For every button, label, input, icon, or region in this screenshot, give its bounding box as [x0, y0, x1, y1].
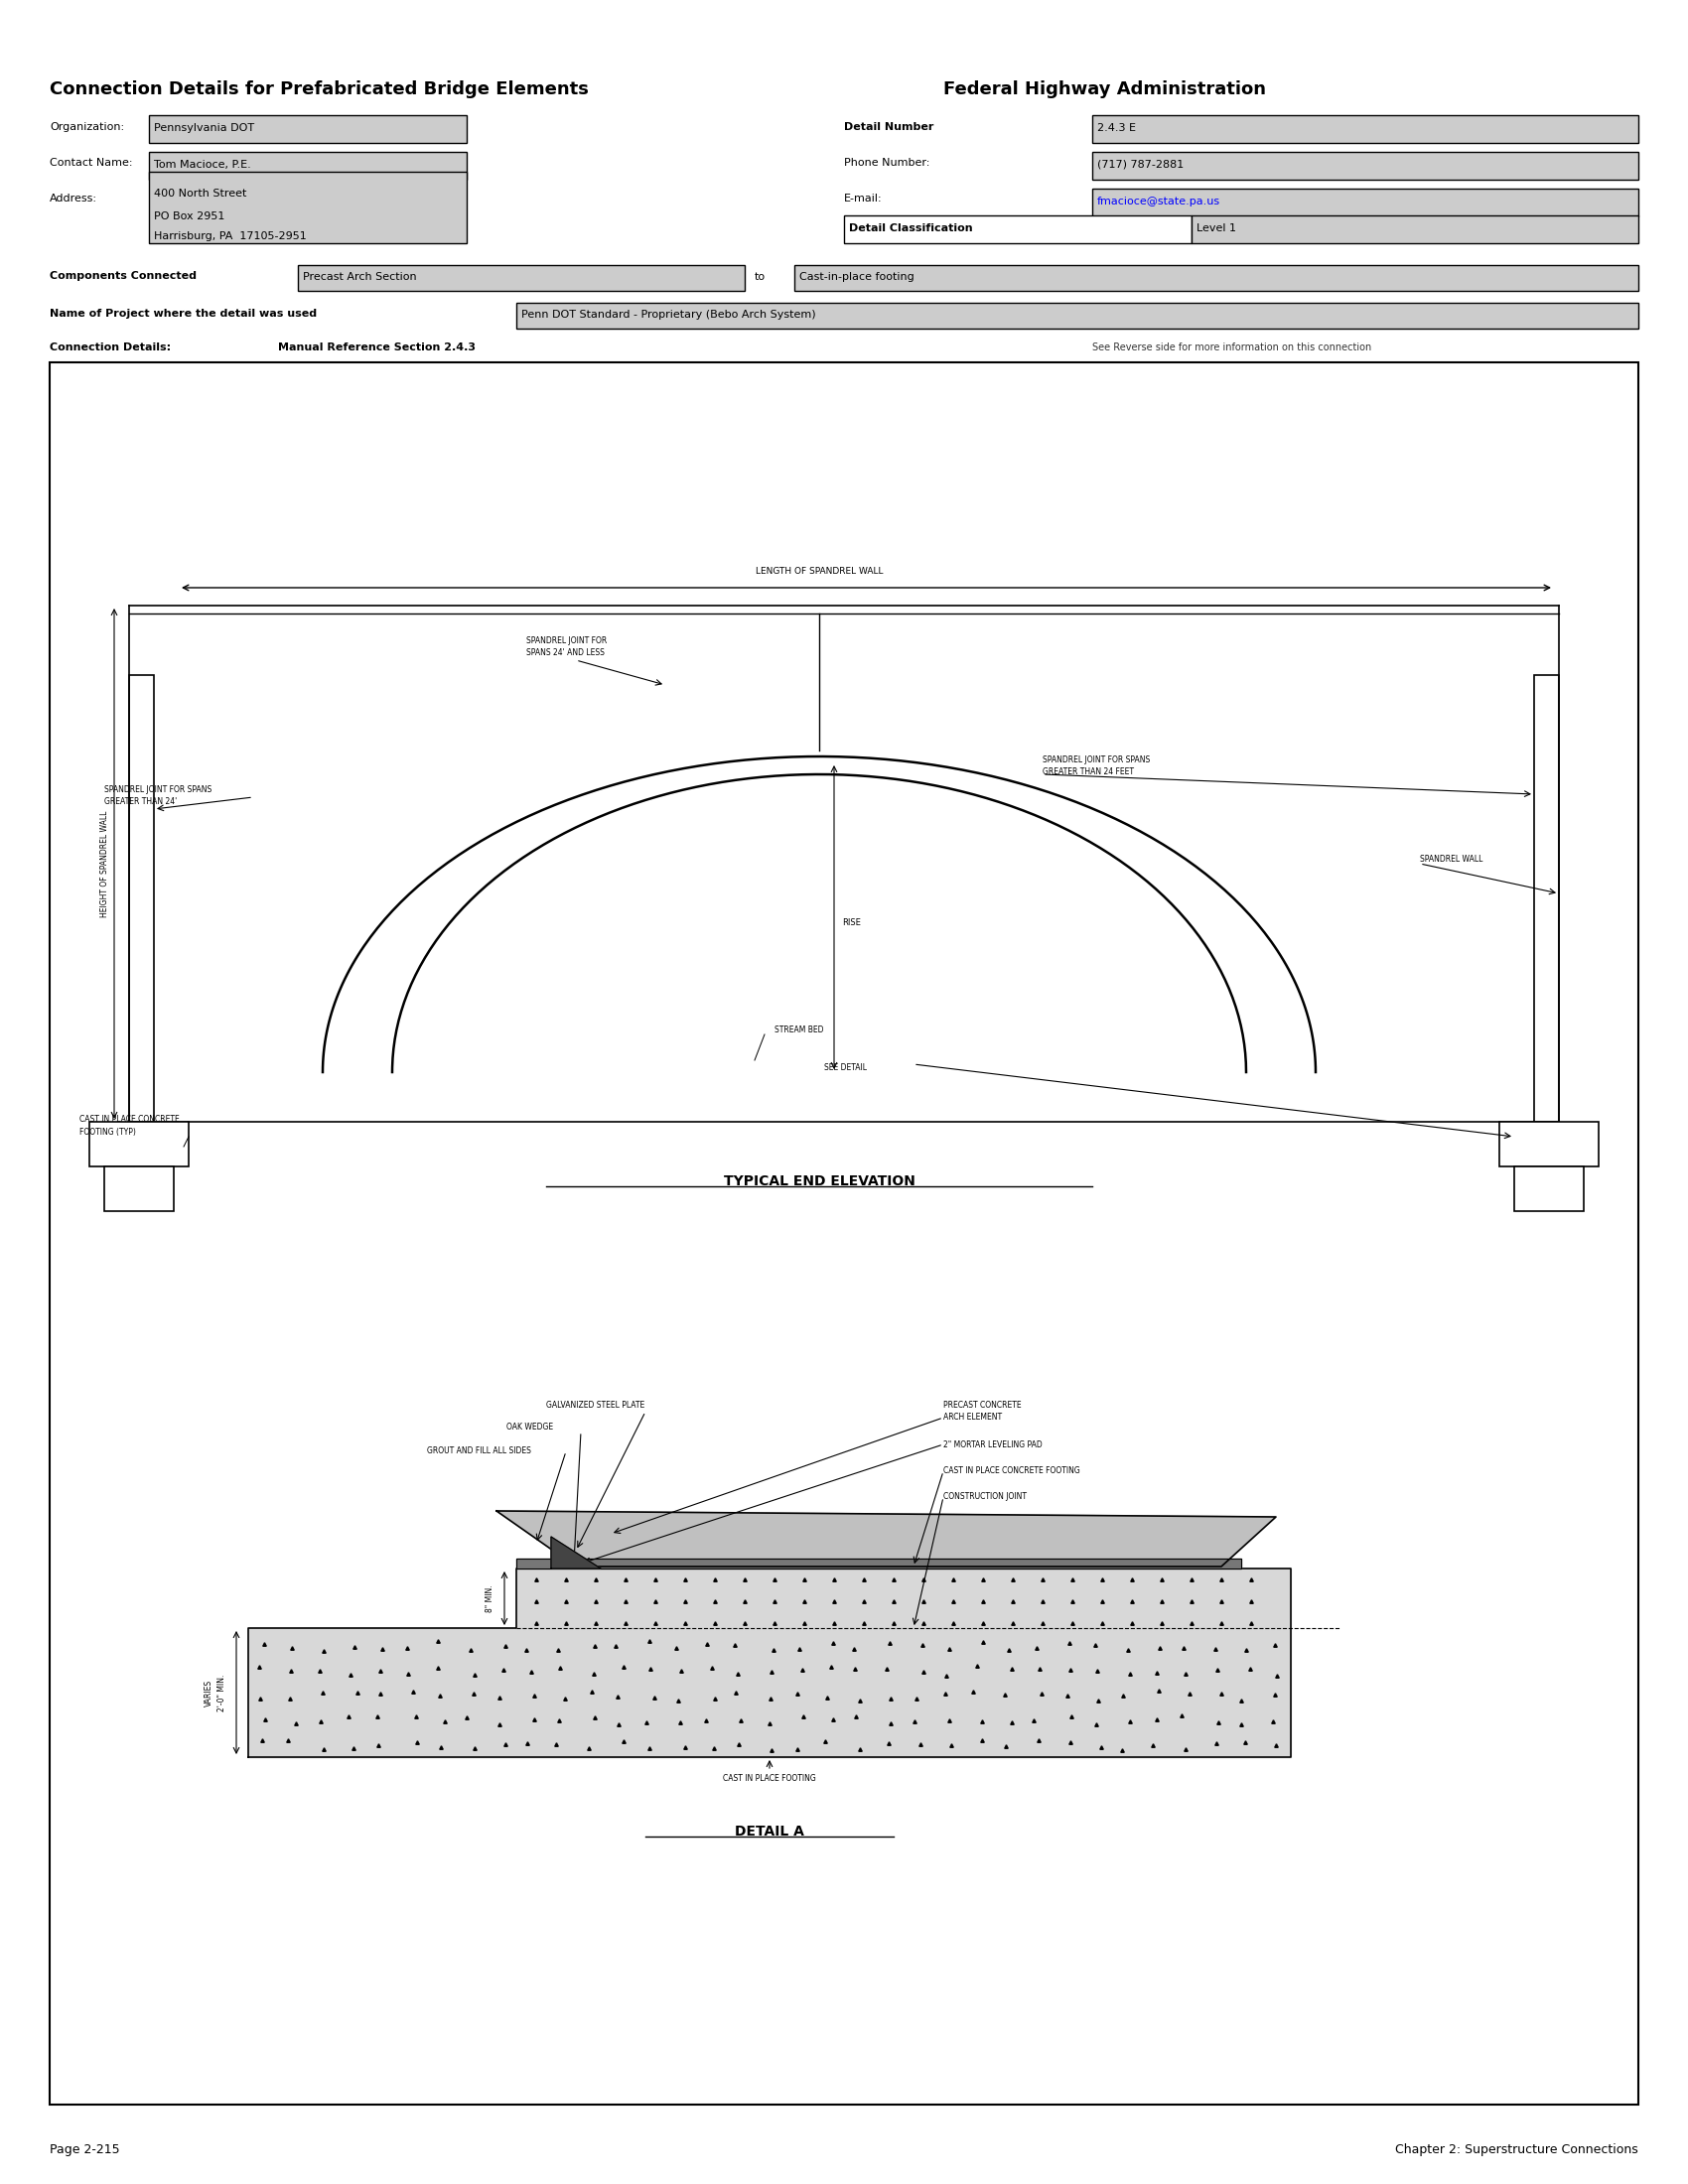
- Text: Components Connected: Components Connected: [49, 271, 196, 282]
- Text: RISE: RISE: [842, 919, 861, 928]
- Bar: [1092, 188, 1639, 216]
- Text: Chapter 2: Superstructure Connections: Chapter 2: Superstructure Connections: [1396, 2143, 1639, 2156]
- Bar: [795, 264, 1639, 290]
- Text: 8" MIN.: 8" MIN.: [484, 1586, 495, 1612]
- Text: HEIGHT OF SPANDREL WALL: HEIGHT OF SPANDREL WALL: [100, 810, 108, 917]
- Bar: [128, 675, 154, 1123]
- Bar: [149, 153, 466, 179]
- Text: to: to: [755, 273, 766, 282]
- Text: GROUT AND FILL ALL SIDES: GROUT AND FILL ALL SIDES: [427, 1446, 532, 1457]
- Bar: [105, 1166, 174, 1212]
- Text: OAK WEDGE: OAK WEDGE: [506, 1424, 554, 1433]
- Bar: [1092, 116, 1639, 142]
- Text: Manual Reference Section 2.4.3: Manual Reference Section 2.4.3: [279, 343, 476, 352]
- Text: Harrisburg, PA  17105-2951: Harrisburg, PA 17105-2951: [154, 232, 307, 240]
- Text: VARIES: VARIES: [204, 1679, 213, 1706]
- Text: Precast Arch Section: Precast Arch Section: [302, 273, 417, 282]
- Text: SPANDREL WALL: SPANDREL WALL: [1420, 854, 1482, 863]
- Text: SPANDREL JOINT FOR SPANS: SPANDREL JOINT FOR SPANS: [105, 784, 211, 793]
- Polygon shape: [248, 1568, 1291, 1758]
- Text: CAST IN PLACE CONCRETE FOOTING: CAST IN PLACE CONCRETE FOOTING: [944, 1468, 1080, 1476]
- Text: CAST IN PLACE CONCRETE: CAST IN PLACE CONCRETE: [79, 1116, 179, 1125]
- Text: FOOTING (TYP): FOOTING (TYP): [79, 1129, 137, 1138]
- Bar: [1192, 216, 1639, 242]
- Polygon shape: [496, 1511, 1276, 1566]
- Text: CONSTRUCTION JOINT: CONSTRUCTION JOINT: [944, 1492, 1026, 1503]
- Text: Federal Highway Administration: Federal Highway Administration: [944, 81, 1266, 98]
- Text: 2.4.3 E: 2.4.3 E: [1097, 122, 1136, 133]
- Bar: [49, 363, 1639, 2105]
- Text: Phone Number:: Phone Number:: [844, 157, 930, 168]
- Text: 2'-0" MIN.: 2'-0" MIN.: [218, 1675, 226, 1710]
- Text: Detail Classification: Detail Classification: [849, 223, 972, 234]
- Text: (717) 787-2881: (717) 787-2881: [1097, 159, 1183, 170]
- Text: SPANDREL JOINT FOR: SPANDREL JOINT FOR: [527, 636, 608, 644]
- Text: CAST IN PLACE FOOTING: CAST IN PLACE FOOTING: [722, 1773, 815, 1784]
- Text: Pennsylvania DOT: Pennsylvania DOT: [154, 122, 255, 133]
- Bar: [1534, 675, 1560, 1123]
- Text: LENGTH OF SPANDREL WALL: LENGTH OF SPANDREL WALL: [755, 566, 883, 574]
- Text: Tom Macioce, P.E.: Tom Macioce, P.E.: [154, 159, 252, 170]
- Text: Name of Project where the detail was used: Name of Project where the detail was use…: [49, 308, 317, 319]
- Text: E-mail:: E-mail:: [844, 194, 883, 203]
- Text: ARCH ELEMENT: ARCH ELEMENT: [944, 1413, 1003, 1422]
- Bar: [149, 173, 466, 242]
- Bar: [1514, 1166, 1583, 1212]
- Bar: [844, 216, 1192, 242]
- Text: Address:: Address:: [49, 194, 98, 203]
- Text: fmacioce@state.pa.us: fmacioce@state.pa.us: [1097, 197, 1220, 207]
- Text: 400 North Street: 400 North Street: [154, 188, 246, 199]
- Text: Organization:: Organization:: [49, 122, 125, 131]
- Text: Penn DOT Standard - Proprietary (Bebo Arch System): Penn DOT Standard - Proprietary (Bebo Ar…: [522, 310, 815, 319]
- Text: Page 2-215: Page 2-215: [49, 2143, 120, 2156]
- Text: Connection Details for Prefabricated Bridge Elements: Connection Details for Prefabricated Bri…: [49, 81, 589, 98]
- Text: Level 1: Level 1: [1197, 223, 1236, 234]
- Text: GREATER THAN 24 FEET: GREATER THAN 24 FEET: [1043, 769, 1134, 778]
- Text: Contact Name:: Contact Name:: [49, 157, 133, 168]
- Text: Detail Number: Detail Number: [844, 122, 933, 131]
- Text: TYPICAL END ELEVATION: TYPICAL END ELEVATION: [724, 1175, 915, 1188]
- Text: See Reverse side for more information on this connection: See Reverse side for more information on…: [1092, 343, 1371, 352]
- Bar: [1499, 1123, 1599, 1166]
- Text: SPANDREL JOINT FOR SPANS: SPANDREL JOINT FOR SPANS: [1043, 756, 1150, 764]
- Bar: [149, 116, 466, 142]
- Text: GREATER THAN 24': GREATER THAN 24': [105, 797, 177, 806]
- Text: STREAM BED: STREAM BED: [775, 1026, 824, 1035]
- Bar: [517, 304, 1639, 328]
- Text: GALVANIZED STEEL PLATE: GALVANIZED STEEL PLATE: [547, 1400, 645, 1409]
- Text: DETAIL A: DETAIL A: [734, 1824, 803, 1839]
- Text: Cast-in-place footing: Cast-in-place footing: [800, 273, 915, 282]
- Bar: [89, 1123, 189, 1166]
- Bar: [297, 264, 744, 290]
- Text: Connection Details:: Connection Details:: [49, 343, 170, 352]
- Text: 2" MORTAR LEVELING PAD: 2" MORTAR LEVELING PAD: [944, 1439, 1041, 1448]
- Text: SEE DETAIL: SEE DETAIL: [824, 1064, 868, 1072]
- Text: PRECAST CONCRETE: PRECAST CONCRETE: [944, 1400, 1021, 1409]
- Text: PO Box 2951: PO Box 2951: [154, 212, 225, 221]
- Text: SPANS 24' AND LESS: SPANS 24' AND LESS: [527, 649, 604, 657]
- Bar: [1092, 153, 1639, 179]
- Polygon shape: [517, 1559, 1241, 1568]
- Polygon shape: [550, 1538, 601, 1568]
